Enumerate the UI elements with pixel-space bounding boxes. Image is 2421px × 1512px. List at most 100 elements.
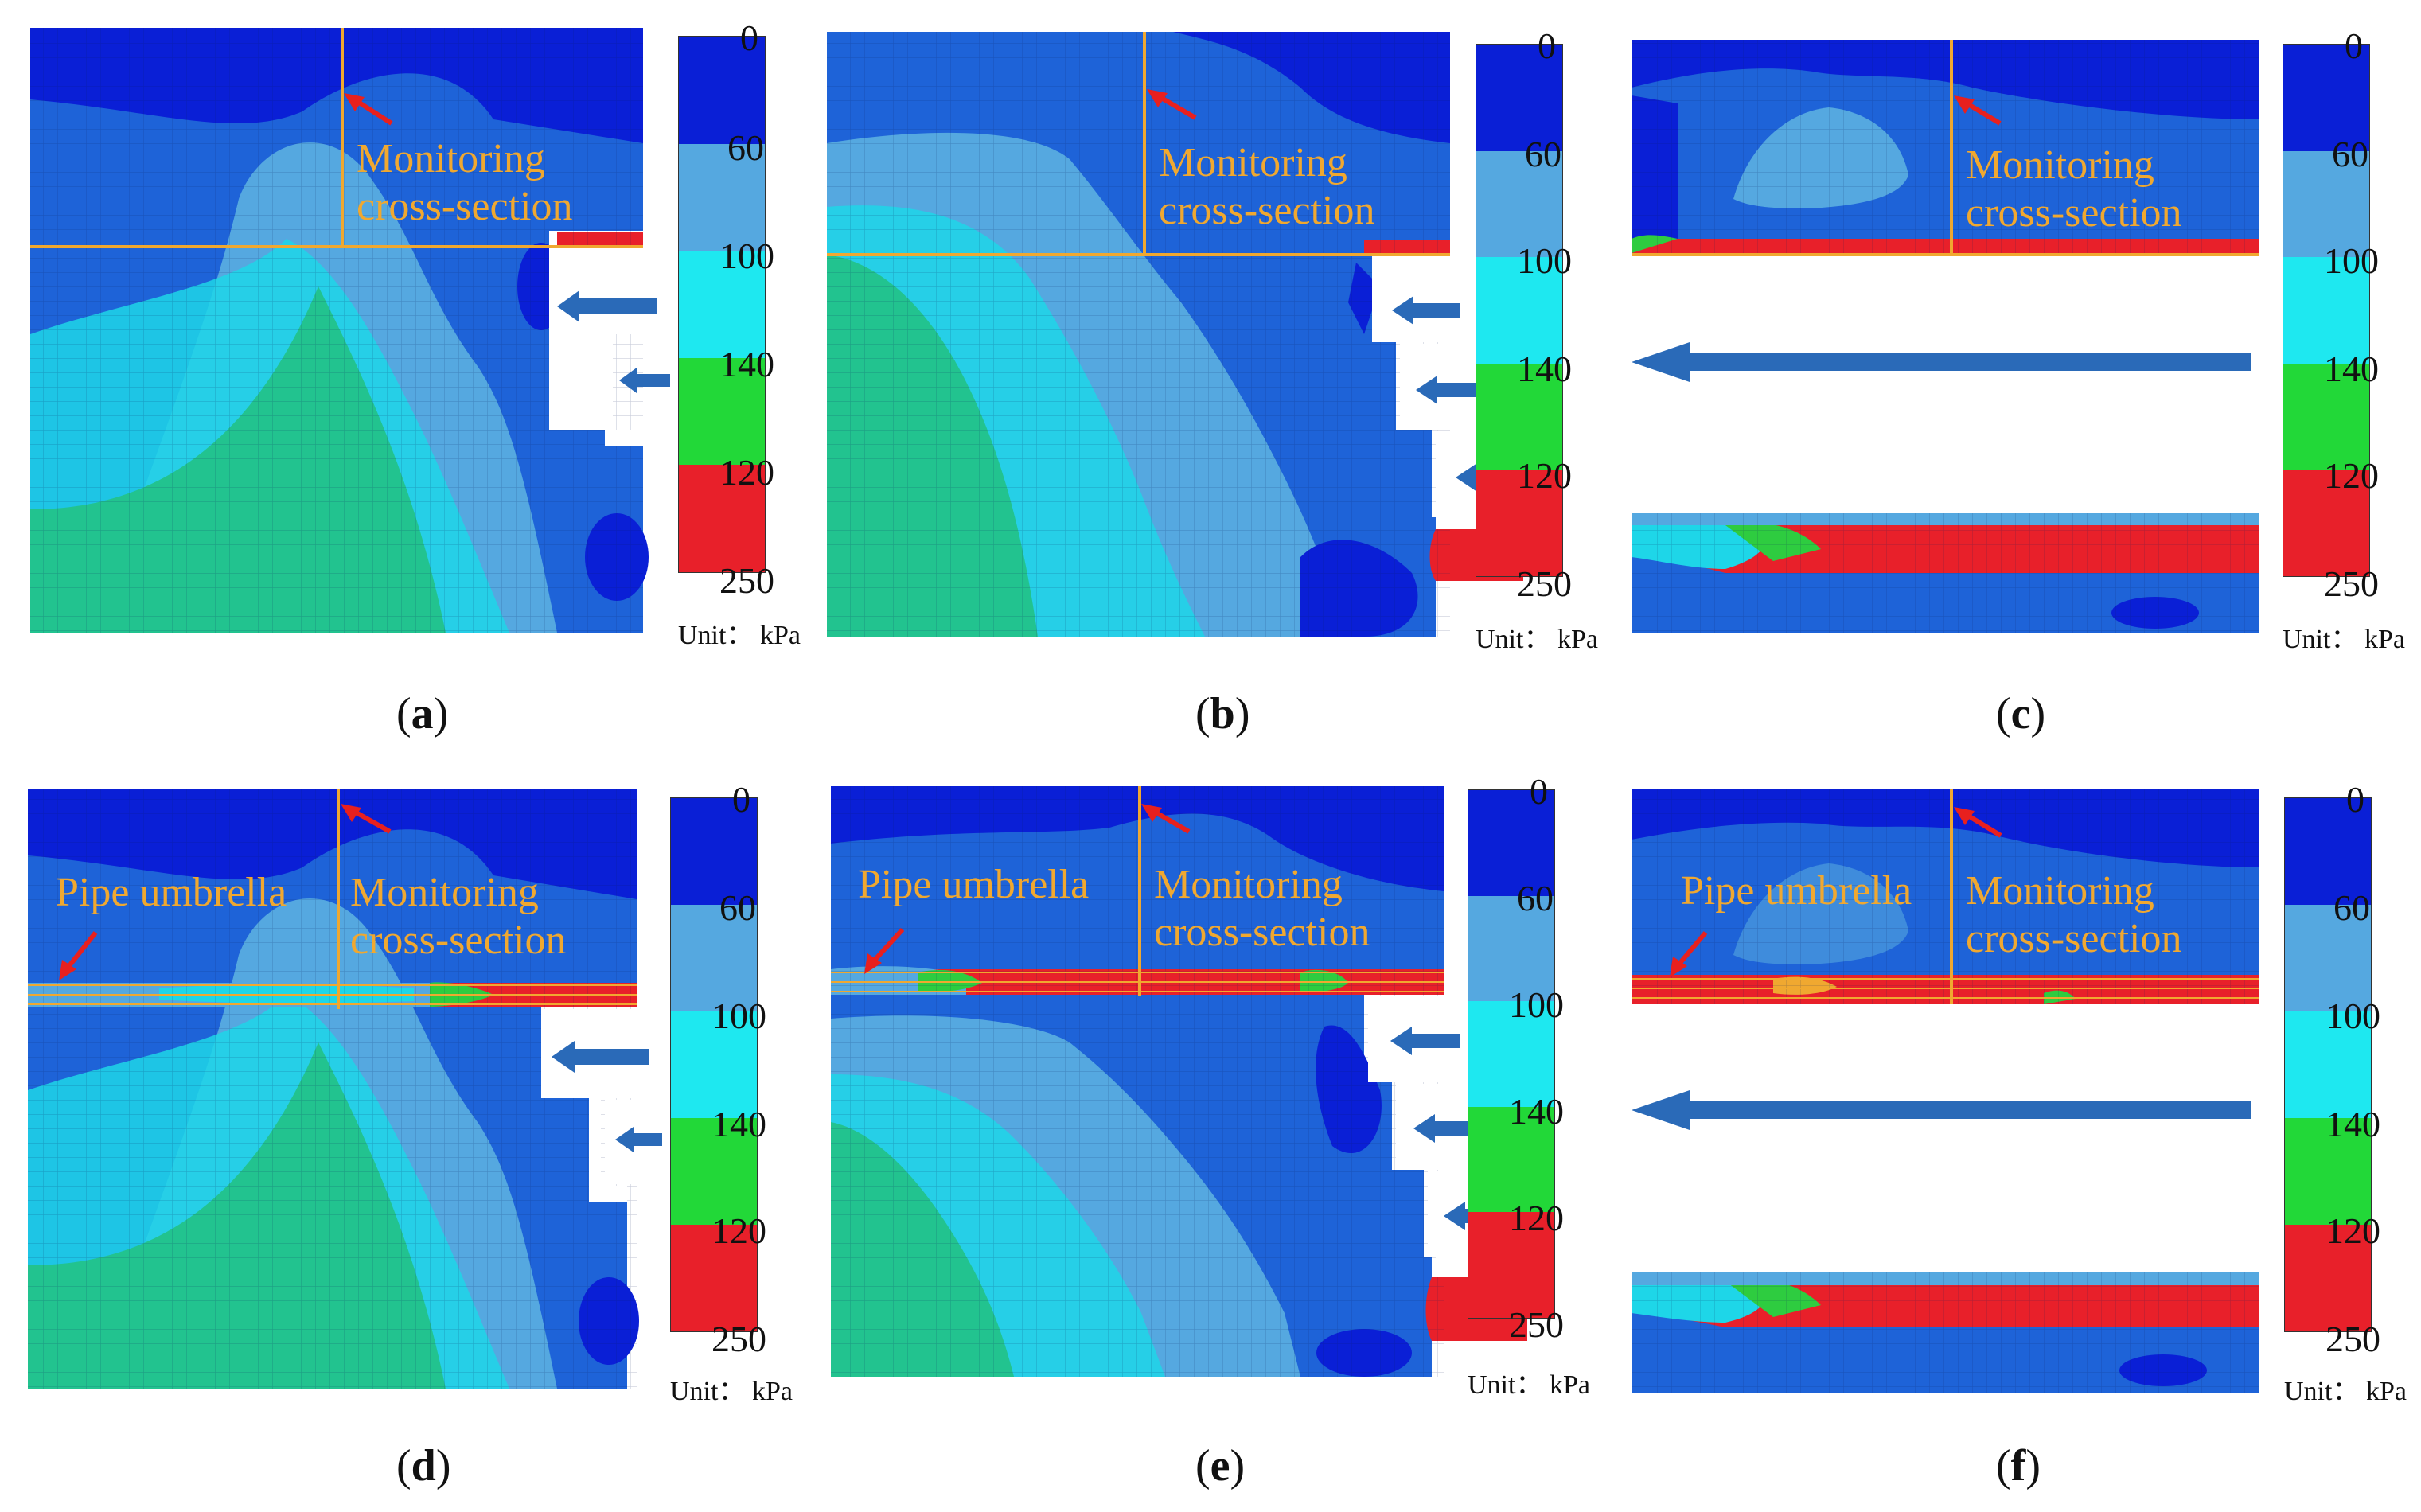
pointer-arrow	[353, 97, 393, 126]
panel-d: Pipe umbrella Monitoring cross-section 0…	[0, 756, 807, 1512]
color-legend: 0 60 100 140 120 250	[678, 20, 774, 599]
contour-plot-c	[1632, 40, 2259, 633]
legend-band	[2283, 470, 2369, 576]
pipe-umbrella-pointer-head	[1670, 957, 1687, 977]
monitoring-label-line2: cross-section	[350, 917, 567, 963]
legend-band	[1468, 1106, 1554, 1213]
excavation-direction-arrow	[1632, 342, 2251, 382]
fe-mesh	[28, 789, 637, 1389]
legend-band	[679, 251, 765, 358]
pointer-arrow	[1156, 93, 1197, 120]
panel-a: Monitoring cross-section 0 60 100 140 12…	[0, 0, 807, 756]
monitoring-label-line1: Monitoring	[1159, 140, 1347, 185]
legend-band	[2283, 45, 2369, 151]
panel-label: (e)	[1195, 1441, 1246, 1491]
legend-tick: 140	[719, 344, 774, 384]
panel-letter: a	[411, 689, 434, 738]
pointer-arrow-head	[1141, 804, 1162, 822]
monitoring-label-line1: Monitoring	[1966, 142, 2154, 188]
legend-tick: 120	[1517, 455, 1572, 496]
legend-tick: 120	[2324, 455, 2379, 496]
legend-tick: 0	[2346, 779, 2364, 820]
excavation-direction-arrow	[619, 368, 670, 393]
legend-band	[1468, 895, 1554, 1002]
legend-band	[671, 1225, 757, 1331]
fe-mesh	[30, 28, 643, 633]
legend-tick: 60	[719, 887, 756, 928]
legend-unit: Unit： kPa	[2284, 1377, 2407, 1406]
excavation-direction-arrow	[1413, 1114, 1480, 1143]
legend-band	[1476, 470, 1562, 576]
monitoring-label: Monitoring cross-section	[1966, 142, 2181, 237]
contour-plot-e	[831, 786, 1527, 1377]
legend-band	[679, 357, 765, 466]
legend-band	[1468, 1212, 1554, 1318]
legend-tick: 0	[1538, 25, 1556, 66]
legend-tick: 60	[2332, 134, 2368, 174]
pipe-umbrella-pointer	[868, 927, 905, 967]
monitoring-label: Monitoring cross-section	[1966, 867, 2181, 963]
panel-letter: d	[411, 1441, 436, 1491]
legend-band	[2285, 798, 2371, 905]
legend-bar	[2283, 44, 2370, 577]
pointer-arrow-head	[1954, 807, 1975, 825]
legend-tick: 120	[2325, 1210, 2380, 1251]
legend-tick: 120	[719, 452, 774, 493]
monitoring-label-line2: cross-section	[1154, 909, 1370, 955]
contour-plot-a	[30, 28, 670, 633]
excavation-direction-arrow	[615, 1127, 662, 1152]
pipe-umbrella-label: Pipe umbrella	[56, 870, 287, 915]
legend-tick: 100	[1517, 240, 1572, 281]
legend-tick: 250	[2325, 1319, 2380, 1359]
monitoring-label-line2: cross-section	[1159, 187, 1375, 233]
legend-tick: 140	[711, 1104, 766, 1144]
excavation-direction-arrow	[557, 290, 657, 322]
legend-tick: 0	[2345, 25, 2363, 66]
legend-band	[679, 37, 765, 144]
pipe-umbrella-pointer-head	[59, 960, 76, 980]
monitoring-label-line2: cross-section	[357, 183, 573, 229]
legend-band	[671, 1118, 757, 1225]
legend-bar	[670, 797, 758, 1332]
panel-c: Monitoring cross-section 0 60 100 140 12…	[1614, 0, 2421, 756]
panel-letter: f	[2010, 1441, 2026, 1491]
fe-mesh	[831, 786, 1444, 1377]
legend-bar	[678, 36, 766, 573]
legend-tick: 250	[719, 560, 774, 601]
fe-mesh	[1632, 40, 2259, 253]
panel-label: (f)	[1996, 1441, 2041, 1491]
color-legend: 0 60 100 140 120 250	[2284, 781, 2380, 1358]
legend-tick: 120	[711, 1210, 766, 1251]
legend-bar	[1476, 44, 1563, 577]
panel-e: Pipe umbrella Monitoring cross-section 0…	[807, 756, 1614, 1512]
legend-band	[671, 905, 757, 1011]
legend-tick: 0	[1530, 771, 1548, 812]
legend-band	[1476, 257, 1562, 364]
panel-letter: e	[1210, 1441, 1230, 1491]
legend-unit: Unit： kPa	[1476, 625, 1598, 654]
legend-tick: 100	[2325, 996, 2380, 1036]
legend-band	[1476, 45, 1562, 151]
legend-tick: 100	[711, 996, 766, 1036]
legend-unit: Unit： kPa	[2283, 625, 2405, 654]
excavation-direction-arrow	[1392, 296, 1460, 325]
monitoring-label-line2: cross-section	[1966, 915, 2182, 961]
legend-tick: 120	[1509, 1198, 1564, 1238]
panel-label: (a)	[396, 689, 449, 738]
monitoring-label-line2: cross-section	[1966, 189, 2182, 236]
color-legend: 0 60 100 140 120 250	[670, 781, 766, 1358]
contour-plot-d	[28, 789, 662, 1389]
legend-unit: Unit： kPa	[678, 621, 801, 650]
legend-tick: 100	[719, 236, 774, 276]
legend-unit: Unit： kPa	[670, 1377, 793, 1406]
legend-tick: 140	[2325, 1104, 2380, 1144]
fe-mesh	[827, 32, 1450, 637]
legend-tick: 250	[1517, 563, 1572, 604]
excavation-direction-arrow	[1416, 376, 1483, 404]
legend-band	[2283, 363, 2369, 470]
legend-band	[671, 1011, 757, 1118]
monitoring-label-line1: Monitoring	[1966, 868, 2154, 914]
fe-mesh	[1632, 789, 2259, 1004]
excavation-void	[1376, 256, 1452, 342]
legend-tick: 0	[740, 18, 758, 58]
